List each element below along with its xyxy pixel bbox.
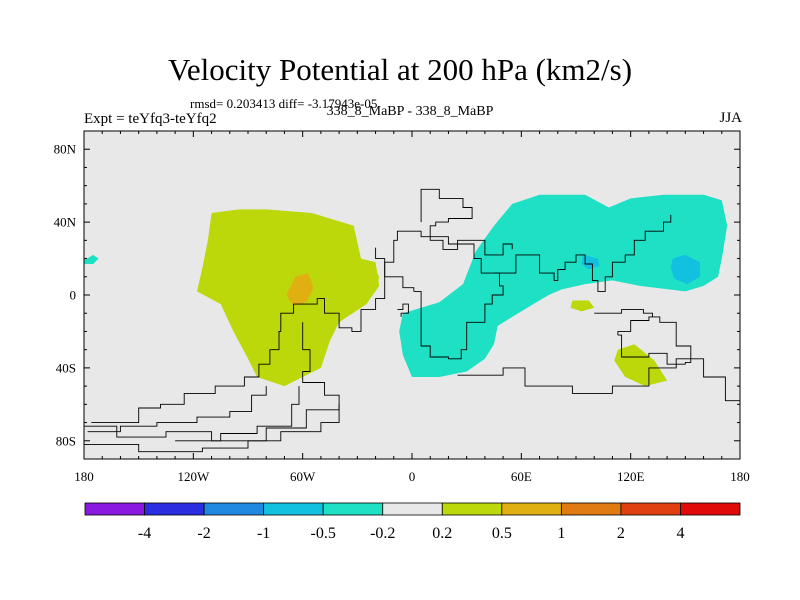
x-tick-label: 180	[74, 469, 94, 484]
colorbar: -4 -2 -1 -0.5 -0.2 0.2 0.5 1 2 4	[84, 502, 741, 542]
coastline-11	[457, 358, 740, 419]
plot-area	[84, 131, 740, 459]
colorbar-label: 0.2	[432, 525, 452, 542]
map-axes: 180 120W 60W 0 60E 120E 180 80N 40N 0 40S 80S	[54, 130, 750, 484]
y-tick-label: 40S	[56, 360, 76, 375]
colorbar-swatch	[382, 502, 443, 516]
contour-region-positive-west-core	[286, 273, 314, 306]
contour-region-positive-indian	[570, 300, 595, 312]
colorbar-swatch	[322, 502, 384, 516]
colorbar-swatch	[501, 502, 562, 516]
contour-region-positive-atlantic	[357, 262, 380, 295]
colorbar-label: -2	[197, 525, 210, 542]
coastline-9	[594, 309, 653, 317]
colorbar-label: 1	[557, 525, 565, 542]
colorbar-label: -0.5	[311, 525, 336, 542]
coastline-5	[175, 386, 300, 442]
colorbar-swatch	[203, 502, 265, 516]
coastline-8	[494, 214, 672, 292]
colorbar-swatch	[560, 502, 622, 516]
coastline-3	[84, 404, 340, 453]
contour-region-negative-pacific-edge	[84, 254, 99, 264]
contour-region-negative-east-core-1	[581, 254, 600, 270]
season-label: JJA	[719, 110, 742, 126]
coastline-1	[91, 247, 386, 424]
colorbar-label: 0.5	[492, 525, 512, 542]
colorbar-swatch	[84, 502, 145, 516]
y-tick-label: 0	[70, 288, 77, 303]
x-tick-label: 180	[730, 469, 750, 484]
x-tick-label: 60E	[511, 469, 532, 484]
colorbar-swatch	[144, 502, 205, 516]
y-tick-label: 80S	[56, 433, 76, 448]
colorbar-swatch	[680, 502, 741, 516]
coastline-12	[397, 303, 409, 317]
x-tick-label: 120W	[177, 469, 210, 484]
stats-label: rmsd= 0.203413 diff= -3.17943e-05	[190, 96, 378, 111]
colorbar-label: -1	[257, 525, 270, 542]
x-tick-label: 60W	[290, 469, 316, 484]
y-tick-label: 40N	[54, 215, 77, 230]
colorbar-swatch	[441, 502, 503, 516]
chart-title: Velocity Potential at 200 hPa (km2/s)	[167, 52, 633, 87]
colorbar-label: -4	[138, 525, 151, 542]
coastline-10	[617, 316, 692, 365]
colorbar-label: 4	[676, 525, 684, 542]
case-label: 338_8_MaBP - 338_8_MaBP	[326, 104, 494, 119]
x-tick-label: 0	[409, 469, 416, 484]
colorbar-label: -0.2	[370, 525, 395, 542]
colorbar-swatch	[263, 502, 324, 516]
colorbar-label: 2	[617, 525, 625, 542]
experiment-label: Expt = teYfq3-teYfq2	[84, 111, 217, 127]
colorbar-swatch	[620, 502, 681, 516]
coastline-4	[87, 386, 267, 433]
plot-background	[84, 131, 740, 459]
coastline-2	[84, 322, 340, 442]
contour-region-positive-south-pacific	[614, 344, 668, 387]
contour-region-positive-west	[197, 209, 380, 387]
contour-region-negative-east-core-2	[670, 254, 700, 285]
coastline-6	[420, 188, 513, 256]
y-tick-label: 80N	[54, 142, 77, 157]
x-tick-label: 120E	[617, 469, 645, 484]
